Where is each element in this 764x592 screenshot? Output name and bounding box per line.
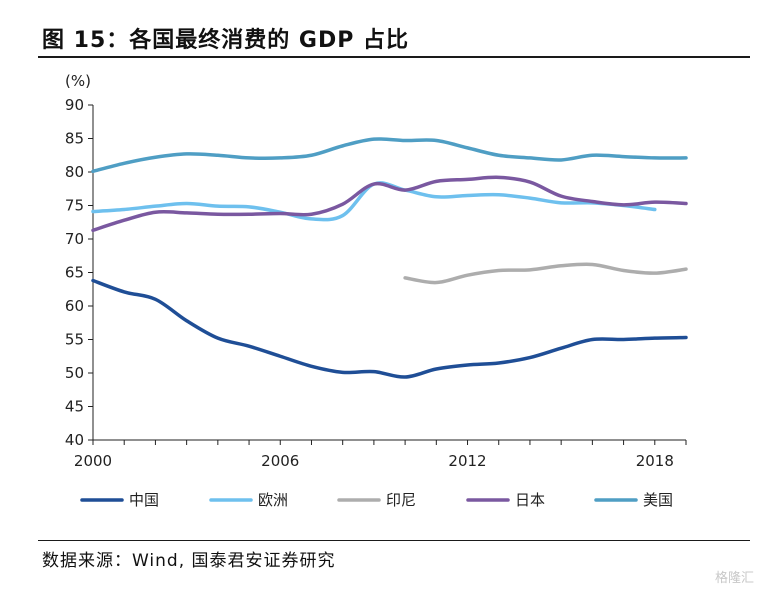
legend-label: 美国 — [643, 491, 673, 509]
y-tick-label: 40 — [65, 431, 84, 449]
y-tick-label: 85 — [65, 130, 84, 148]
source-divider — [38, 540, 750, 541]
y-tick-label: 75 — [65, 197, 84, 215]
legend: 中国 欧洲 印尼 日本 美国 — [80, 491, 673, 509]
y-tick-label: 50 — [65, 364, 84, 382]
legend-label: 欧洲 — [258, 491, 288, 509]
y-tick-label: 90 — [65, 96, 84, 114]
series-line-5 — [91, 137, 688, 174]
legend-label: 日本 — [515, 491, 545, 509]
y-axis: 40 45 50 55 60 65 70 75 80 85 90 (%) — [65, 72, 94, 449]
y-tick-label: 45 — [65, 398, 84, 416]
x-tick-label: 2018 — [636, 452, 674, 470]
x-tick-label: 2006 — [261, 452, 299, 470]
series-line-3 — [403, 262, 688, 285]
y-tick-label: 65 — [65, 264, 84, 282]
series-lines — [91, 137, 688, 379]
x-axis: 2000 2006 2012 2018 — [74, 439, 687, 470]
x-tick-label: 2000 — [74, 452, 112, 470]
page-title: 图 15：各国最终消费的 GDP 占比 — [42, 28, 410, 53]
y-tick-label: 70 — [65, 230, 84, 248]
title-divider — [38, 56, 750, 58]
watermark-logo: 格隆汇 — [714, 571, 754, 586]
y-tick-label: 55 — [65, 331, 84, 349]
series-line-4 — [91, 175, 688, 233]
series-line-2 — [91, 181, 657, 222]
series-line-1 — [91, 278, 688, 379]
legend-label: 印尼 — [386, 491, 416, 509]
y-tick-label: 80 — [65, 163, 84, 181]
source-note: 数据来源：Wind, 国泰君安证券研究 — [42, 551, 336, 571]
y-unit-label: (%) — [65, 72, 91, 90]
x-tick-label: 2012 — [448, 452, 486, 470]
legend-label: 中国 — [129, 491, 159, 509]
y-tick-label: 60 — [65, 297, 84, 315]
